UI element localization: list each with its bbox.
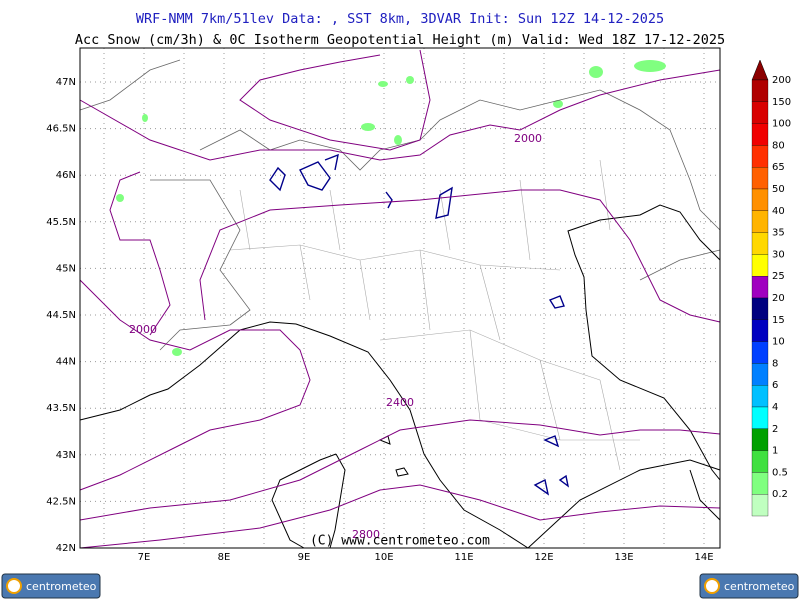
- contour-label: 2800: [352, 528, 380, 541]
- axis-ticks: 47N 46.5N 46N 45.5N 45N 44.5N 44N 43.5N 43N 42.5N…: [46, 77, 713, 563]
- lat-label: 42.5N: [46, 496, 76, 507]
- colorbar-label: 10: [772, 337, 785, 348]
- colorbar-box: [751, 79, 769, 102]
- colorbar-box: [751, 319, 769, 342]
- colorbar-box: [751, 472, 769, 495]
- lat-label: 46.5N: [46, 124, 76, 135]
- colorbar-box: [751, 232, 769, 255]
- lon-label: 13E: [614, 552, 633, 563]
- lon-label: 8E: [218, 552, 231, 563]
- colorbar-box: [751, 363, 769, 386]
- colorbar-label: 30: [772, 249, 785, 260]
- colorbar-label: 150: [772, 97, 791, 108]
- lat-label: 45N: [56, 263, 76, 274]
- contour-label: 2400: [386, 396, 414, 409]
- colorbar-box: [751, 341, 769, 364]
- logo-text: centrometeo: [26, 580, 97, 593]
- colorbar-box: [751, 276, 769, 299]
- colorbar-box: [751, 428, 769, 451]
- lat-label: 47N: [56, 77, 76, 88]
- logo-icon: [704, 578, 720, 594]
- colorbar-label: 80: [772, 140, 785, 151]
- colorbar-label: 20: [772, 293, 785, 304]
- colorbar-box: [751, 145, 769, 168]
- colorbar-box: [751, 450, 769, 473]
- colorbar-box: [751, 101, 769, 124]
- colorbar-label: 15: [772, 315, 785, 326]
- colorbar-arrow: [751, 59, 769, 81]
- lat-label: 42N: [56, 543, 76, 554]
- contour-label: 2000: [514, 132, 542, 145]
- colorbar-label: 25: [772, 271, 785, 282]
- colorbar-label: 65: [772, 162, 785, 173]
- colorbar-label: 100: [772, 119, 791, 130]
- lat-label: 44.5N: [46, 310, 76, 321]
- colorbar-label: 0.2: [772, 489, 788, 500]
- colorbar-label: 200: [772, 75, 791, 86]
- lon-label: 7E: [138, 552, 151, 563]
- map-frame: [79, 47, 721, 549]
- map: 2000 2000 2400 2800 (C) www.centrometeo.…: [79, 47, 721, 549]
- colorbar: 200 150 100 80 65 50 40 35 30 25 20 15 10 8 6 4 2 1 0.5 0.2: [751, 59, 791, 517]
- copyright: (C) www.centrometeo.com: [310, 534, 490, 549]
- contour-label: 2000: [129, 323, 157, 336]
- colorbar-box: [751, 385, 769, 408]
- logo-box: [699, 573, 799, 599]
- title: WRF-NMM 7km/51lev Data: , SST 8km, 3DVAR…: [136, 11, 664, 27]
- colorbar-label: 1: [772, 446, 778, 457]
- logo[interactable]: centrometeo: [699, 573, 799, 599]
- colorbar-label: 50: [772, 184, 785, 195]
- lat-label: 43N: [56, 450, 76, 461]
- lon-label: 14E: [694, 552, 713, 563]
- subtitle: Acc Snow (cm/3h) & 0C Isotherm Geopotent…: [75, 32, 725, 48]
- logo-text: centrometeo: [724, 580, 795, 593]
- lat-label: 43.5N: [46, 403, 76, 414]
- colorbar-label: 0.5: [772, 467, 788, 478]
- colorbar-label: 4: [772, 402, 778, 413]
- logo-box: [1, 573, 101, 599]
- colorbar-label: 2: [772, 424, 778, 435]
- lon-label: 10E: [374, 552, 393, 563]
- colorbar-label: 6: [772, 380, 778, 391]
- colorbar-label: 8: [772, 358, 778, 369]
- lat-label: 45.5N: [46, 217, 76, 228]
- colorbar-box: [751, 406, 769, 429]
- colorbar-box: [751, 254, 769, 277]
- lat-label: 46N: [56, 170, 76, 181]
- colorbar-box: [751, 188, 769, 211]
- lon-label: 11E: [454, 552, 473, 563]
- lon-label: 9E: [298, 552, 311, 563]
- grid: [80, 48, 720, 548]
- colorbar-box: [751, 167, 769, 190]
- colorbar-box: [751, 494, 769, 517]
- map-background: [80, 48, 720, 548]
- snow-areas: [116, 60, 666, 356]
- logo-icon: [6, 578, 22, 594]
- logo[interactable]: centrometeo: [1, 573, 101, 599]
- colorbar-box: [751, 210, 769, 233]
- lon-label: 12E: [534, 552, 553, 563]
- colorbar-label: 35: [772, 228, 785, 239]
- colorbar-box: [751, 297, 769, 320]
- lat-label: 44N: [56, 357, 76, 368]
- colorbar-label: 40: [772, 206, 785, 217]
- colorbar-box: [751, 123, 769, 146]
